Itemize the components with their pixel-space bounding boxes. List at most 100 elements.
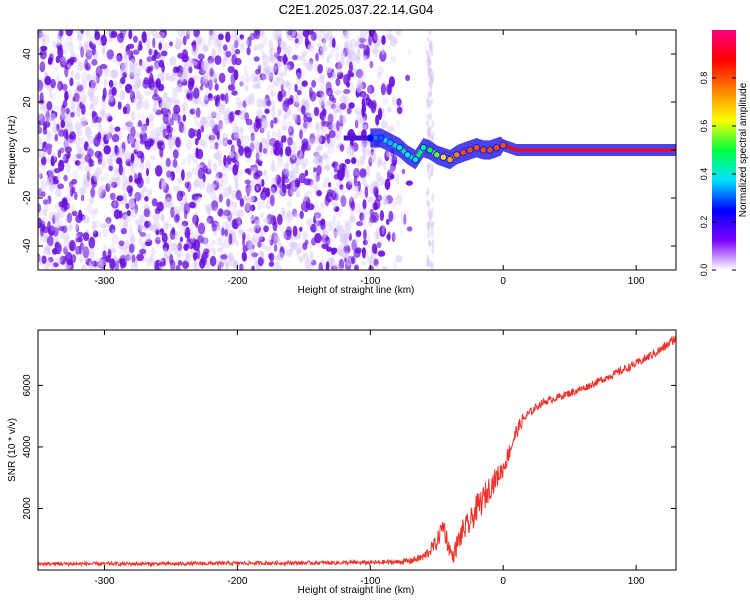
noise-blob xyxy=(323,176,330,182)
noise-blob xyxy=(74,121,82,133)
noise-blob xyxy=(116,195,124,202)
noise-blob xyxy=(361,213,367,226)
noise-blob xyxy=(153,100,157,113)
noise-blob xyxy=(367,30,372,36)
noise-blob xyxy=(276,266,283,270)
noise-blob xyxy=(336,107,342,113)
noise-blob xyxy=(93,172,99,182)
noise-blob xyxy=(43,246,51,256)
noise-blob xyxy=(270,47,278,59)
noise-blob xyxy=(114,260,119,270)
noise-blob xyxy=(202,75,209,83)
noise-blob xyxy=(260,251,265,260)
noise-blob xyxy=(69,77,74,87)
noise-blob xyxy=(143,225,147,232)
noise-blob xyxy=(130,90,136,103)
noise-blob xyxy=(426,199,429,206)
noise-blob xyxy=(108,37,114,43)
ridge-point xyxy=(459,148,467,157)
noise-blob xyxy=(287,120,292,133)
noise-blob xyxy=(292,225,298,237)
noise-blob xyxy=(301,80,308,87)
noise-blob xyxy=(264,175,269,183)
noise-blob xyxy=(128,187,133,197)
noise-blob xyxy=(276,235,280,244)
noise-blob xyxy=(247,169,252,176)
noise-blob xyxy=(381,35,386,45)
noise-blob xyxy=(260,190,267,201)
noise-blob xyxy=(138,214,145,225)
noise-blob xyxy=(310,223,317,233)
noise-blob xyxy=(109,192,116,201)
noise-blob xyxy=(197,36,202,45)
noise-blob xyxy=(141,186,148,193)
noise-blob xyxy=(179,67,184,73)
noise-blob xyxy=(365,235,371,248)
noise-blob xyxy=(333,231,338,238)
noise-blob xyxy=(96,186,105,197)
colorbar-tick-label: 0.8 xyxy=(699,72,709,85)
noise-blob xyxy=(174,42,181,50)
noise-blob xyxy=(94,150,102,159)
noise-blob xyxy=(302,230,309,241)
noise-blob xyxy=(122,62,129,69)
noise-blob xyxy=(304,36,309,48)
snr-x-label: Height of straight line (km) xyxy=(298,585,415,596)
noise-blob xyxy=(290,150,297,160)
y-tick-label: 20 xyxy=(22,96,33,108)
noise-blob xyxy=(261,191,267,203)
noise-blob xyxy=(345,256,352,267)
noise-blob xyxy=(74,72,81,81)
noise-blob xyxy=(329,139,334,147)
noise-blob xyxy=(426,120,429,127)
noise-blob xyxy=(107,155,113,163)
noise-blob xyxy=(269,71,275,79)
noise-blob xyxy=(239,127,244,134)
colorbar-tick-label: 0.0 xyxy=(699,264,709,277)
noise-blob xyxy=(405,180,413,186)
noise-blob xyxy=(74,191,78,201)
noise-blob xyxy=(128,252,133,261)
noise-blob xyxy=(98,258,104,270)
noise-blob xyxy=(67,122,73,132)
noise-blob xyxy=(268,261,275,267)
noise-blob xyxy=(375,114,380,126)
noise-blob xyxy=(333,166,339,173)
noise-blob xyxy=(275,30,283,40)
noise-blob xyxy=(224,228,229,237)
noise-blob xyxy=(154,32,160,40)
noise-blob xyxy=(303,193,308,202)
noise-blob xyxy=(57,129,65,137)
noise-blob xyxy=(378,176,385,187)
noise-blob xyxy=(268,48,273,57)
noise-blob xyxy=(255,78,262,90)
noise-blob xyxy=(80,243,85,252)
noise-blob xyxy=(151,45,155,56)
noise-blob xyxy=(221,99,226,111)
noise-blob xyxy=(365,96,371,107)
noise-blob xyxy=(169,75,176,82)
noise-blob xyxy=(109,224,116,234)
noise-blob xyxy=(355,68,364,79)
noise-blob xyxy=(202,141,209,150)
noise-blob xyxy=(94,30,99,36)
noise-blob xyxy=(78,244,83,255)
x-tick-label: -100 xyxy=(360,576,380,587)
noise-blob xyxy=(388,210,394,222)
noise-blob xyxy=(120,227,127,235)
noise-blob xyxy=(203,248,210,255)
noise-blob xyxy=(316,207,324,220)
noise-blob xyxy=(336,71,344,80)
noise-blob xyxy=(181,220,189,227)
noise-blob xyxy=(59,232,66,239)
noise-blob xyxy=(353,192,359,200)
noise-blob xyxy=(253,56,260,62)
noise-blob xyxy=(38,79,44,92)
noise-blob xyxy=(70,112,75,118)
noise-blob xyxy=(109,258,116,270)
noise-blob xyxy=(38,203,42,213)
noise-blob xyxy=(189,108,196,115)
noise-blob xyxy=(98,188,107,199)
noise-blob xyxy=(266,201,270,210)
noise-blob xyxy=(369,256,374,267)
